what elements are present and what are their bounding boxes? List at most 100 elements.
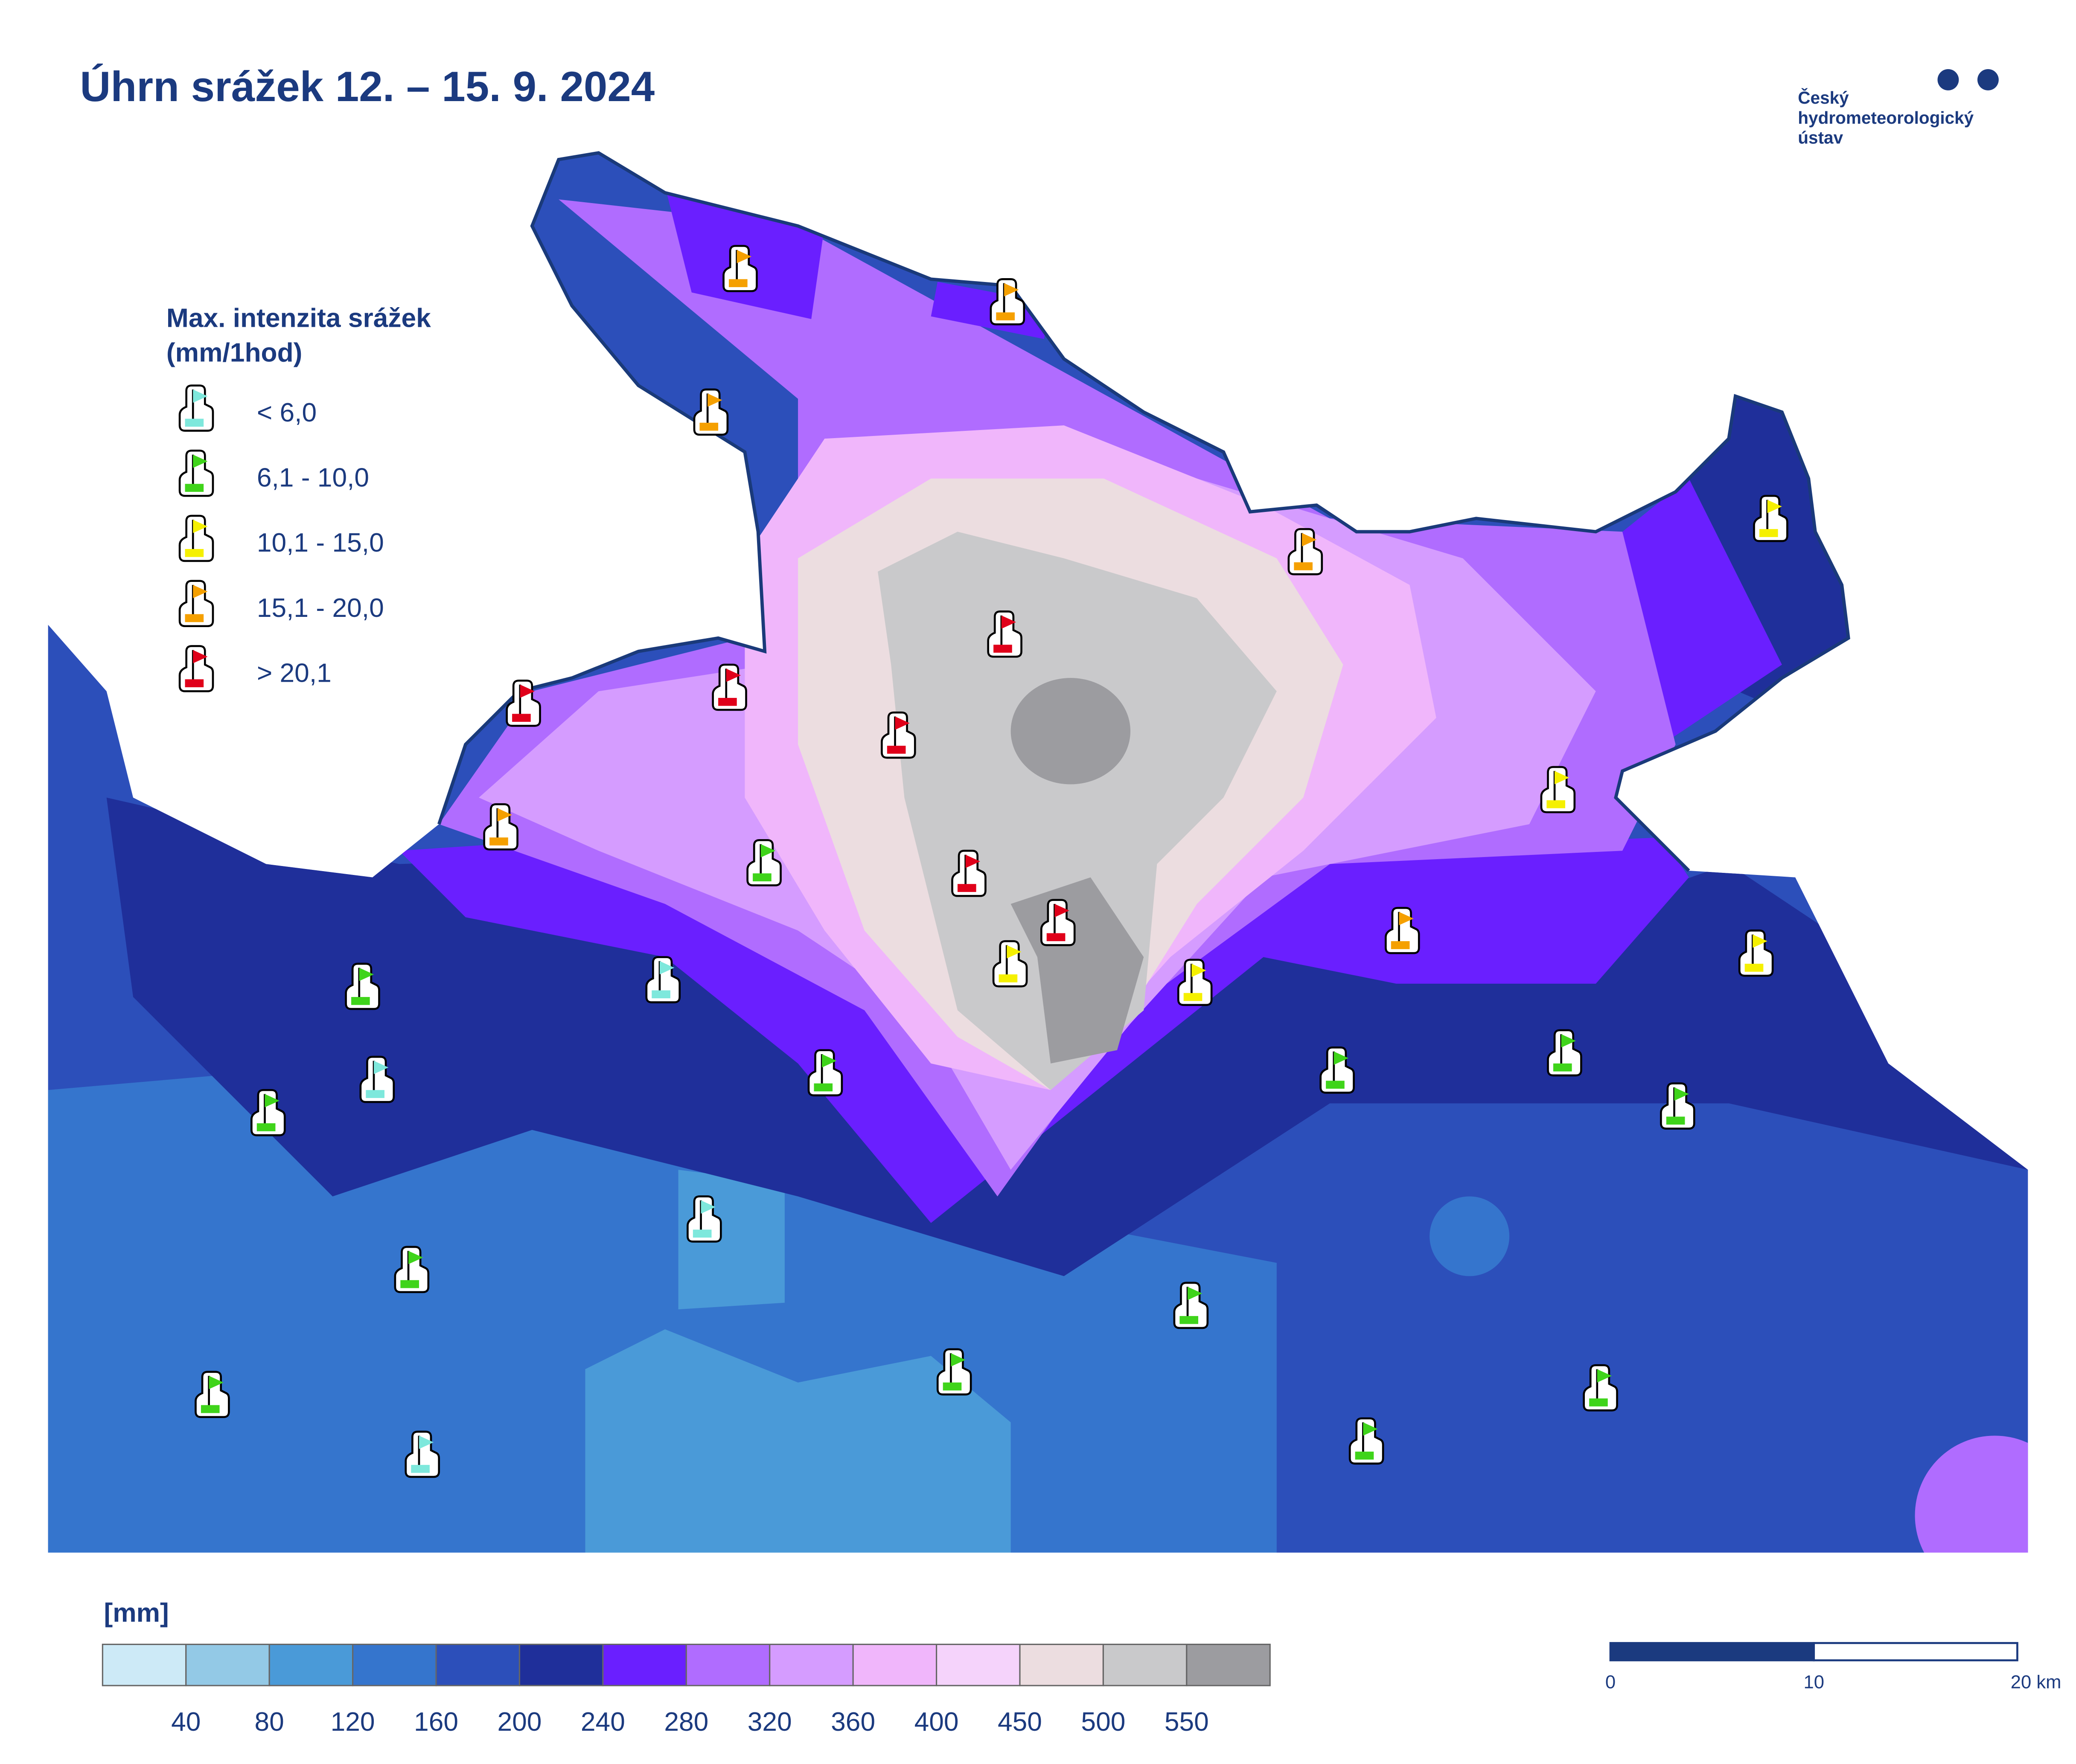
flag-base: [1183, 993, 1203, 1001]
scale-tick-label: 280: [664, 1707, 708, 1737]
flag-base: [366, 1090, 384, 1098]
scale-tick-label: 320: [748, 1707, 792, 1737]
flag-cloth: [359, 968, 374, 981]
intensity-legend: Max. intenzita srážek (mm/1hod) < 6,0 6,1…: [166, 304, 431, 692]
flag-base: [999, 974, 1018, 982]
scale-bar: 0 10 20 km: [1605, 1642, 2061, 1692]
station-flag: [936, 1348, 972, 1396]
scale-box: [352, 1643, 437, 1686]
logo-text: hydrometeorologický: [1798, 108, 1974, 128]
logo: Český hydrometeorologický ústav: [1798, 69, 1999, 148]
flag-base: [185, 614, 204, 622]
flag-cloth: [1302, 533, 1317, 546]
flag-cloth: [209, 1376, 224, 1389]
flag-base: [1744, 964, 1764, 972]
station-flag: [405, 1430, 440, 1478]
flag-cloth: [1001, 615, 1016, 629]
station-flag: [722, 245, 758, 292]
scale-box: [769, 1643, 854, 1686]
flag-base: [1553, 1063, 1572, 1072]
flag-cloth: [374, 1061, 389, 1074]
station-flag: [483, 803, 518, 851]
flag-cloth: [1555, 771, 1569, 785]
precip-zone: [1010, 678, 1131, 785]
station-flag: [687, 1195, 722, 1243]
flag-base: [1546, 800, 1566, 808]
station-flag: [746, 839, 782, 886]
flag-cloth: [701, 1200, 716, 1214]
flag-base: [1589, 1398, 1608, 1407]
station-flag: [1040, 899, 1076, 946]
flag-base: [1294, 562, 1313, 570]
scale-box: [518, 1643, 604, 1686]
scale-bar-label: 10: [1803, 1672, 1824, 1692]
flag-base: [1391, 941, 1410, 949]
scale-box: [685, 1643, 771, 1686]
flag-cloth: [193, 389, 208, 403]
flag-base: [1179, 1316, 1198, 1324]
scale-tick-label: 120: [331, 1707, 375, 1737]
station-flag: [990, 278, 1025, 325]
border: [437, 151, 1850, 872]
flag-base: [400, 1280, 419, 1288]
flag-base: [1326, 1081, 1345, 1089]
flag-base: [693, 1229, 712, 1238]
flag-base: [256, 1123, 276, 1131]
station-flag: [1287, 528, 1323, 575]
station-flag: [345, 962, 380, 1010]
flag-cloth: [265, 1094, 280, 1107]
station-flag: [178, 384, 214, 432]
flag-cloth: [1753, 934, 1767, 948]
station-flag: [178, 580, 214, 627]
flag-cloth: [1188, 1287, 1203, 1300]
color-scale: 40 80 120 160 200 240 280 320 360 400 450 500 550: [102, 1643, 1271, 1737]
flag-cloth: [951, 1353, 966, 1367]
flag-cloth: [1767, 500, 1782, 513]
flag-cloth: [965, 854, 980, 868]
legend-label: 6,1 - 10,0: [257, 463, 369, 492]
scale-box: [602, 1643, 687, 1686]
flag-cloth: [193, 650, 208, 663]
precip-zone: [1622, 478, 1782, 744]
station-flag: [178, 450, 214, 497]
scale-tick-label: 160: [414, 1707, 458, 1737]
title: Úhrn srážek 12. – 15. 9. 2024: [80, 63, 655, 110]
scale-tick-label: 360: [831, 1707, 875, 1737]
precip-zone: [1430, 1196, 1510, 1276]
flag-cloth: [193, 585, 208, 599]
station-flag: [178, 645, 214, 692]
station-flag: [178, 514, 214, 562]
flag-base: [887, 746, 906, 754]
scale-box: [852, 1643, 938, 1686]
flag-cloth: [659, 961, 675, 975]
flag-cloth: [419, 1436, 434, 1449]
flag-cloth: [1007, 945, 1022, 959]
station-flag: [359, 1055, 395, 1103]
station-flag: [951, 849, 987, 897]
flag-base: [814, 1083, 833, 1092]
flag-base: [996, 312, 1015, 320]
scale-box: [936, 1643, 1021, 1686]
flag-base: [512, 714, 531, 722]
flag-cloth: [1597, 1369, 1612, 1383]
station-flag: [1660, 1082, 1695, 1130]
scale-unit: [mm]: [104, 1598, 169, 1628]
flag-base: [411, 1465, 430, 1473]
flag-cloth: [726, 668, 741, 682]
flag-cloth: [737, 250, 751, 263]
station-flag: [394, 1246, 430, 1293]
precip-zone: [1915, 1436, 2028, 1553]
station-flag: [250, 1089, 286, 1136]
flag-base: [351, 997, 370, 1005]
flag-cloth: [708, 393, 722, 407]
station-flag: [807, 1049, 843, 1096]
flag-cloth: [1004, 283, 1019, 296]
flag-cloth: [520, 684, 535, 698]
scale-box: [185, 1643, 270, 1686]
flag-base: [943, 1382, 962, 1391]
station-flag: [1547, 1029, 1582, 1077]
flag-base: [652, 990, 670, 999]
flag-cloth: [193, 520, 208, 533]
scale-tick-label: 450: [998, 1707, 1042, 1737]
precip-zone: [585, 1329, 1011, 1553]
